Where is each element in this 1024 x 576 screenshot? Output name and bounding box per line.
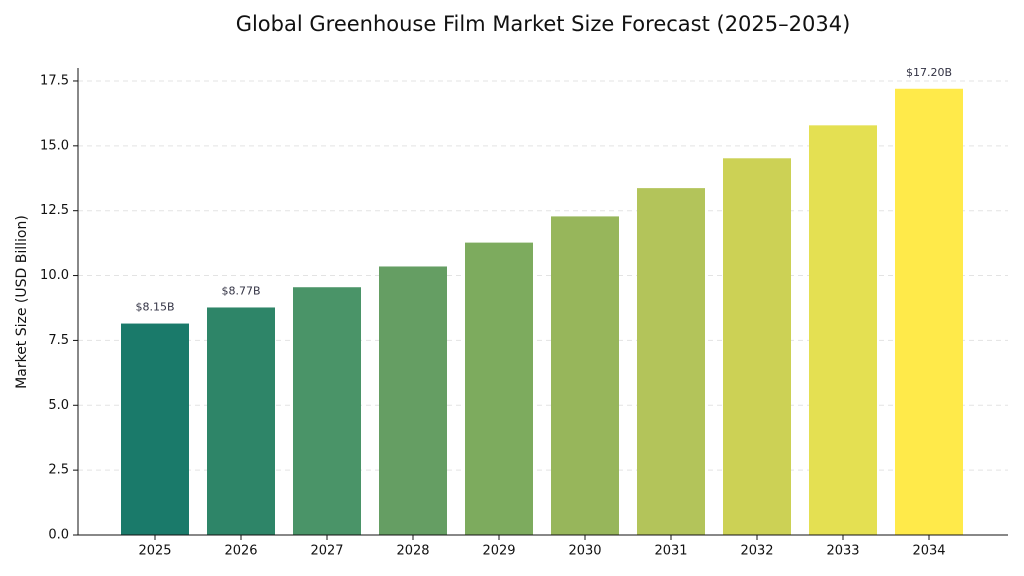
chart-title: Global Greenhouse Film Market Size Forec… [236, 12, 851, 36]
y-tick-label: 2.5 [48, 463, 69, 478]
x-tick-label: 2034 [912, 544, 945, 559]
bar [121, 323, 189, 535]
value-label: $17.20B [906, 66, 952, 79]
y-tick-label: 0.0 [48, 528, 69, 543]
x-tick-label: 2029 [482, 544, 515, 559]
y-axis-label: Market Size (USD Billion) [14, 215, 30, 389]
bar [895, 88, 963, 535]
x-tick-label: 2030 [568, 544, 601, 559]
bar [379, 266, 447, 535]
x-tick-label: 2027 [310, 544, 343, 559]
bar [637, 188, 705, 535]
x-tick-label: 2033 [826, 544, 859, 559]
x-tick-label: 2026 [224, 544, 257, 559]
value-label: $8.15B [135, 301, 174, 314]
bar [809, 125, 877, 535]
x-tick-label: 2028 [396, 544, 429, 559]
x-tick-label: 2031 [654, 544, 687, 559]
bar [293, 287, 361, 535]
bar [207, 307, 275, 535]
bar [723, 158, 791, 535]
x-tick-label: 2025 [138, 544, 171, 559]
y-tick-label: 17.5 [40, 73, 69, 88]
y-tick-label: 5.0 [48, 398, 69, 413]
bar [465, 242, 533, 535]
y-tick-label: 10.0 [40, 268, 69, 283]
y-tick-label: 7.5 [48, 333, 69, 348]
x-tick-label: 2032 [740, 544, 773, 559]
y-tick-label: 15.0 [40, 138, 69, 153]
value-label: $8.77B [221, 284, 260, 297]
bar [551, 216, 619, 535]
y-tick-label: 12.5 [40, 203, 69, 218]
